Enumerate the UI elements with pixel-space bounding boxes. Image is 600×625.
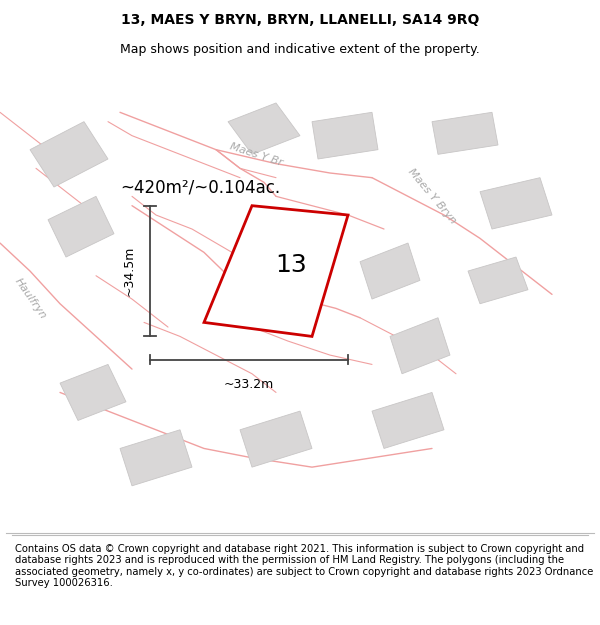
Polygon shape [48,196,114,257]
Text: Haulfryn: Haulfryn [12,277,48,321]
Polygon shape [60,364,126,421]
Text: 13: 13 [275,253,307,278]
Polygon shape [480,177,552,229]
Text: 13, MAES Y BRYN, BRYN, LLANELLI, SA14 9RQ: 13, MAES Y BRYN, BRYN, LLANELLI, SA14 9R… [121,12,479,27]
Polygon shape [120,430,192,486]
Polygon shape [312,112,378,159]
Polygon shape [390,318,450,374]
Text: Maes Y Bryn: Maes Y Bryn [406,167,458,226]
Polygon shape [372,392,444,449]
Text: ~33.2m: ~33.2m [224,378,274,391]
Polygon shape [240,411,312,467]
Text: ~34.5m: ~34.5m [122,246,136,296]
Polygon shape [228,103,300,154]
Polygon shape [204,206,348,336]
Polygon shape [432,112,498,154]
Text: ~420m²/~0.104ac.: ~420m²/~0.104ac. [120,178,280,196]
Text: Map shows position and indicative extent of the property.: Map shows position and indicative extent… [120,42,480,56]
Polygon shape [30,122,108,187]
Polygon shape [240,224,318,281]
Polygon shape [360,243,420,299]
Polygon shape [468,257,528,304]
Text: Maes Y Br: Maes Y Br [228,141,284,168]
Text: Contains OS data © Crown copyright and database right 2021. This information is : Contains OS data © Crown copyright and d… [15,544,593,588]
